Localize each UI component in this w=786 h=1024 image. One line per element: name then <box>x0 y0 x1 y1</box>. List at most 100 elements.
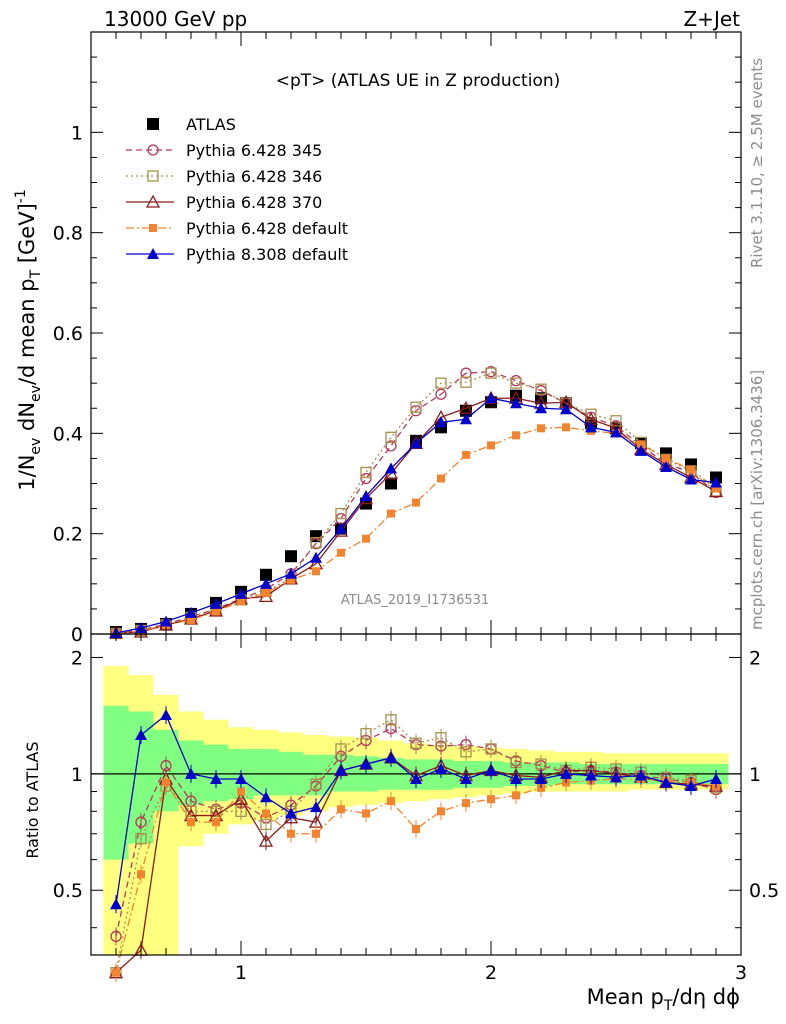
main-data-point <box>535 402 547 414</box>
main-data-point <box>285 550 297 563</box>
main-data-point <box>537 424 545 433</box>
main-data-point <box>260 577 272 589</box>
ratio-data-point <box>337 805 345 814</box>
ratio-data-point <box>260 791 272 803</box>
main-data-point <box>462 450 470 459</box>
main-data-point <box>610 426 622 438</box>
main-data-point <box>360 490 372 502</box>
main-data-point <box>435 377 447 389</box>
ratio-data-point <box>287 829 295 838</box>
legend-item: Pythia 8.308 default <box>126 245 348 264</box>
ratio-data-point <box>462 799 470 808</box>
main-data-point <box>460 367 472 379</box>
ratio-data-point <box>112 968 120 977</box>
x-axis-label: Mean pT/dη dϕ <box>587 985 740 1014</box>
main-data-point <box>360 466 372 479</box>
main-data-point <box>635 444 647 456</box>
main-data-point <box>585 421 597 433</box>
main-title: <pT> (ATLAS UE in Z production) <box>276 71 561 91</box>
ratio-axes: 0.5 1 2 0.5 1 2 1 2 3 <box>53 633 779 984</box>
main-data-point <box>310 537 322 549</box>
ratio-data-point <box>410 772 422 784</box>
main-data-point <box>485 367 497 379</box>
ratio-data-point <box>635 769 647 781</box>
ratio-data-point <box>385 751 397 763</box>
main-y-tick-label: 0.2 <box>53 524 83 546</box>
ratio-data-point <box>460 772 472 784</box>
ratio-y-tick-label-right: 1 <box>749 764 761 786</box>
main-data-point <box>435 388 447 400</box>
main-data-point <box>187 615 195 624</box>
ratio-data-point <box>135 832 147 845</box>
main-data-point <box>685 473 697 485</box>
main-data-point <box>485 392 497 404</box>
ratio-data-point <box>237 787 245 796</box>
main-data-point <box>410 401 422 413</box>
ratio-y-axis-label: Ratio to ATLAS <box>23 741 42 858</box>
ratio-data-point <box>187 818 195 827</box>
main-y-tick-label: 0 <box>71 624 83 646</box>
ratio-data-point <box>435 762 447 774</box>
ratio-data-point <box>510 772 522 784</box>
ratio-data-point <box>135 729 147 741</box>
main-data-point <box>460 413 472 425</box>
ratio-data-point <box>335 743 347 755</box>
ratio-plot-panel: 0.5 1 2 0.5 1 2 1 2 3 Ratio to ATLAS Mean pT/dη … <box>23 633 779 1014</box>
main-y-tick-label: 0.4 <box>53 423 83 445</box>
ratio-uncertainty-bands <box>91 666 741 955</box>
main-data-point <box>260 568 272 581</box>
main-data-point <box>335 507 347 520</box>
legend-item: Pythia 6.428 346 <box>126 167 322 186</box>
main-data-point <box>312 567 320 576</box>
legend-label: Pythia 8.308 default <box>186 245 348 264</box>
main-data-point <box>210 597 222 609</box>
ratio-data-point <box>410 737 422 749</box>
watermark: ATLAS_2019_I1736531 <box>341 593 489 608</box>
main-data-point <box>412 498 420 507</box>
main-data-point <box>362 534 370 543</box>
ratio-data-point <box>212 818 220 827</box>
legend-marker <box>147 248 159 259</box>
main-data-point <box>237 597 245 606</box>
ratio-data-point <box>310 801 322 813</box>
main-data-point <box>285 567 297 579</box>
main-data-point <box>458 400 474 414</box>
legend-item: Pythia 6.428 default <box>126 219 348 238</box>
ratio-data-point <box>233 791 249 805</box>
legend-label: Pythia 6.428 default <box>186 219 348 238</box>
main-data-point <box>510 375 522 387</box>
x-tick-label: 1 <box>235 962 247 984</box>
legend-marker <box>147 144 159 156</box>
ratio-data-point <box>258 833 274 847</box>
ratio-y-tick-label: 2 <box>71 647 83 669</box>
main-data-point <box>212 607 220 616</box>
ratio-data-point <box>285 807 297 819</box>
main-y-tick-label: 0.8 <box>53 223 83 245</box>
svg-text:1/Nev dNev/d mean pT [GeV]-1: 1/Nev dNev/d mean pT [GeV]-1 <box>13 189 44 490</box>
x-tick-label: 2 <box>485 962 497 984</box>
ratio-data-point <box>360 758 372 770</box>
ratio-data-point <box>335 764 347 776</box>
legend-item: ATLAS <box>147 115 236 134</box>
ratio-data-point <box>460 746 472 758</box>
ratio-data-point <box>235 772 247 784</box>
main-data-point <box>610 415 622 427</box>
ratio-data-point <box>185 767 197 779</box>
ratio-data-point <box>710 772 722 784</box>
main-y-tick-label: 1 <box>71 122 83 144</box>
main-series-5 <box>110 392 722 638</box>
ratio-data-point <box>660 776 672 788</box>
legend-label: ATLAS <box>186 115 236 134</box>
main-data-point <box>687 465 695 474</box>
main-data-point <box>385 440 397 452</box>
main-data-point <box>460 376 472 388</box>
x-tick-label: 3 <box>735 962 747 984</box>
energy-label: 13000 GeV pp <box>104 7 247 31</box>
ratio-data-point <box>437 807 445 816</box>
mcplots-label: mcplots.cern.ch [arXiv:1306.3436] <box>748 370 766 630</box>
ratio-data-point <box>160 708 172 720</box>
ratio-data-point <box>210 772 222 784</box>
main-series-line <box>115 372 717 635</box>
main-data-point <box>560 403 572 415</box>
main-data-point <box>710 476 722 488</box>
